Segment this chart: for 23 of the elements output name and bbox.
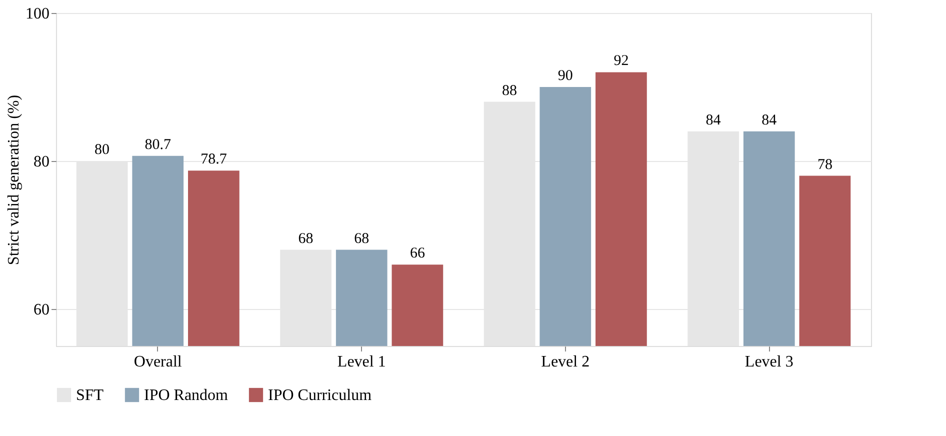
legend-label: SFT [76, 387, 104, 404]
data-label: 90 [558, 68, 573, 84]
data-label: 68 [354, 230, 370, 247]
y-tick-label: 100 [26, 6, 50, 22]
x-tick-label: Overall [134, 354, 182, 370]
data-label: 66 [410, 246, 426, 262]
data-label: 88 [502, 82, 518, 99]
data-label: 78.7 [200, 152, 228, 168]
x-tick-label: Level 3 [744, 354, 794, 370]
data-label: 84 [762, 112, 778, 128]
x-tick-label: Level 2 [541, 354, 590, 370]
data-label: 78 [817, 156, 832, 173]
data-label: 80.7 [144, 136, 172, 153]
data-label: 80 [94, 142, 110, 158]
data-label: 92 [614, 53, 629, 70]
y-axis-title: Strict valid generation (%) [6, 94, 22, 266]
legend-label: IPO Curriculum [268, 387, 372, 404]
y-tick-label: 80 [34, 154, 50, 170]
data-label: 84 [706, 112, 722, 128]
x-tick-label: Level 1 [337, 354, 386, 370]
y-tick-label: 60 [34, 302, 50, 318]
legend-label: IPO Random [144, 387, 229, 404]
data-label: 68 [298, 230, 314, 247]
